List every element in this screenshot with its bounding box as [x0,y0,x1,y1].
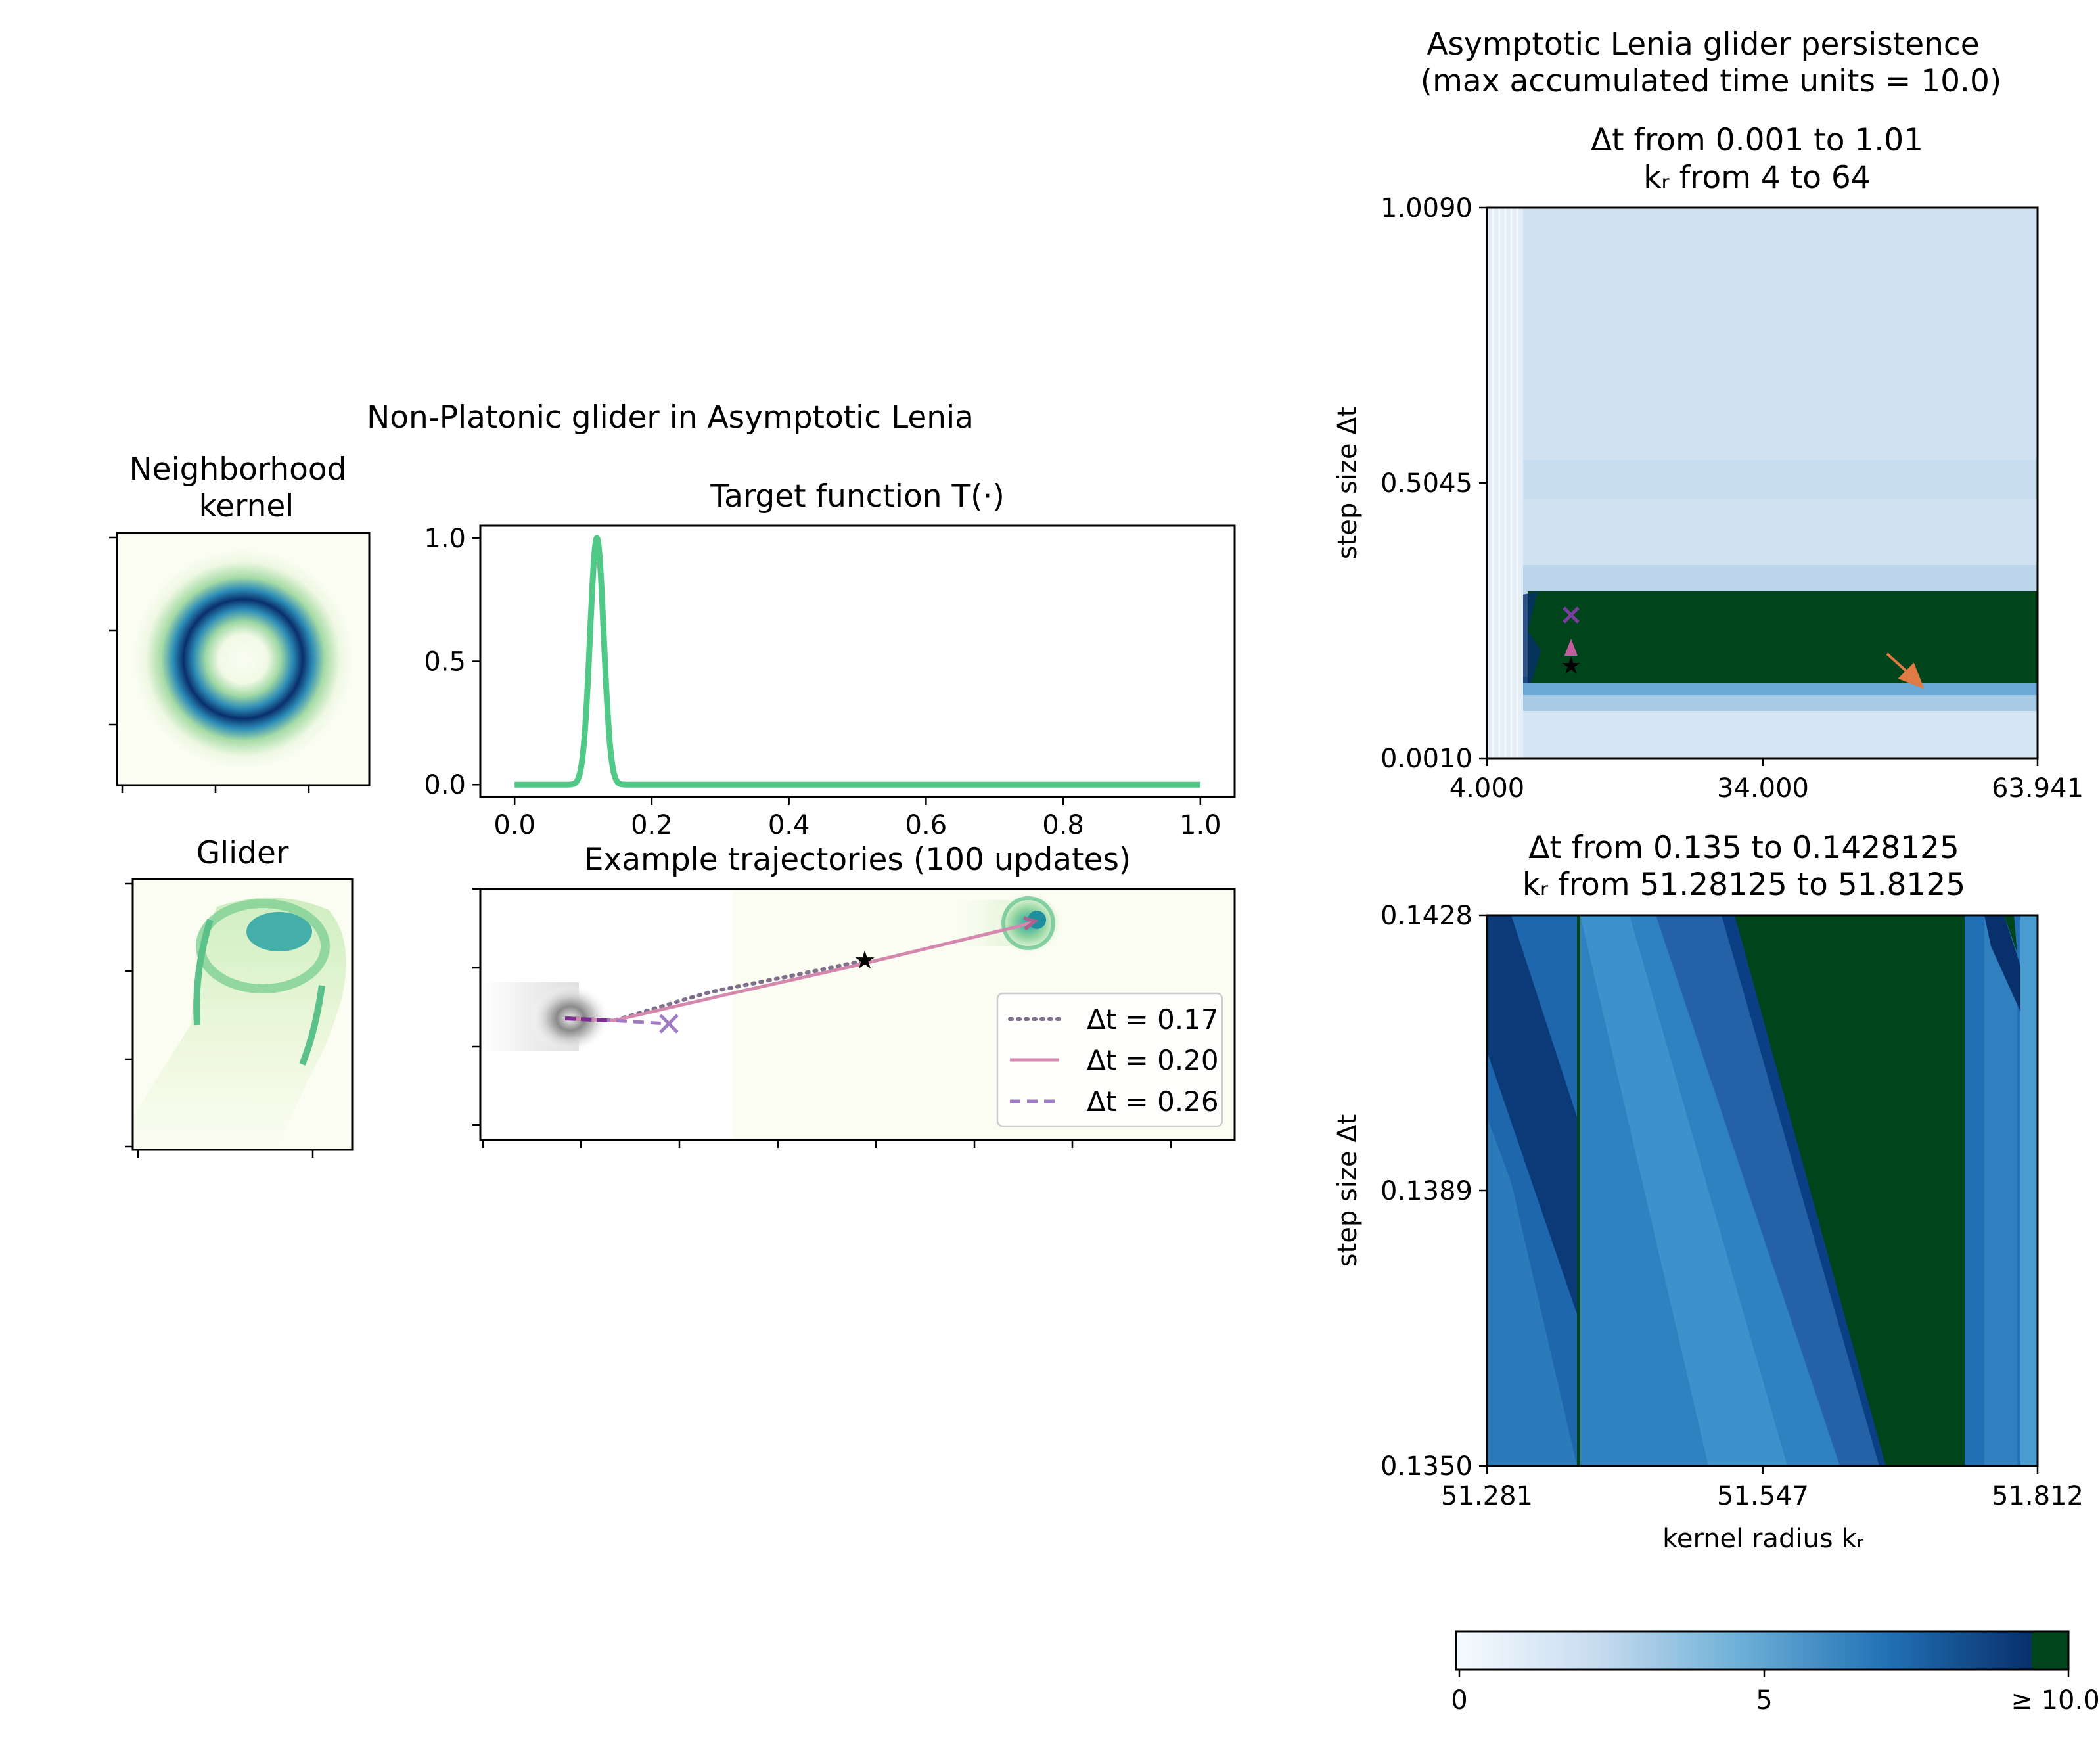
green-glider-ring [1001,896,1055,950]
legend-label-020: Δt = 0.20 [1087,1044,1219,1076]
top-heatmap-ylabel: step size Δt [1333,407,1363,560]
top-x-tick-2: 63.941 [1992,773,2084,804]
trajectory-end-arrow [1023,916,1039,930]
kernel-title-line1: Neighborhood [129,451,347,488]
trajectories-frame [479,888,1236,1141]
colorbar-gradient [1456,1631,2032,1670]
bottom-heatmap-title-line1: Δt from 0.135 to 0.1428125 [1528,830,1959,866]
top-heatmap-title-line1: Δt from 0.001 to 1.01 [1591,122,1923,158]
bottom-x-tick-0: 51.281 [1441,1481,1533,1511]
target-y-tick-label: 0.5 [424,647,466,677]
top-x-tick-1: 34.000 [1717,773,1809,804]
bottom-heatmap-ylabel: step size Δt [1333,1114,1363,1267]
glider-ticks [125,882,314,1158]
kernel-ring-image [133,549,354,769]
top-heatmap-title-line2: kᵣ from 4 to 64 [1643,160,1870,196]
glider-panel: Glider [125,835,354,1158]
top-heatmap-image [1487,208,2038,758]
bottom-heatmap-image [1487,915,2038,1466]
right-suptitle-line2: (max accumulated time units = 10.0) [1421,63,2001,99]
kernel-ticks [109,536,310,793]
target-x-ticks: 0.0 0.2 0.4 0.6 0.8 1.0 [493,797,1221,840]
top-heatmap-panel: Δt from 0.001 to 1.01 kᵣ from 4 to 64 [1333,122,2084,804]
bottom-heatmap-title-line2: kᵣ from 51.28125 to 51.8125 [1522,867,1965,903]
top-heatmap-star-marker: ★ [1561,652,1582,679]
glider-image [133,898,346,1150]
colorbar-tick-1: 5 [1756,1685,1772,1716]
top-y-tick-1: 0.5045 [1381,468,1472,499]
target-x-tick-label: 0.4 [768,810,810,840]
target-y-tick-label: 1.0 [424,524,466,554]
colorbar-tick-0: 0 [1451,1685,1467,1716]
legend-label-017: Δt = 0.17 [1087,1003,1219,1036]
target-curve [512,535,1203,788]
top-heatmap-orange-arrow [1886,652,1925,689]
trajectories-title: Example trajectories (100 updates) [584,842,1131,878]
trajectory-dt-026-overlay [564,1016,608,1022]
top-heatmap-ticks [1479,206,2039,766]
target-x-tick-label: 0.2 [631,810,673,840]
colorbar-frame [1455,1630,2070,1671]
colorbar-max-segment [2032,1631,2068,1670]
kernel-frame [116,532,371,786]
target-y-tick-label: 0.0 [424,770,466,800]
top-x-tick-0: 4.000 [1449,773,1525,804]
kernel-title-line2: kernel [199,488,294,524]
legend-label-026: Δt = 0.26 [1087,1085,1219,1118]
trajectory-end-x [659,1014,679,1034]
glider-frame [131,878,354,1151]
bottom-y-tick-2: 0.1428 [1381,901,1472,931]
bottom-heatmap-xlabel: kernel radius kᵣ [1662,1524,1863,1554]
target-x-tick-label: 1.0 [1179,810,1221,840]
target-x-tick-label: 0.0 [493,810,536,840]
target-title: Target function T(·) [710,478,1005,514]
trajectories-panel: Example trajectories (100 updates) ★ [472,842,1236,1148]
target-x-tick-label: 0.8 [1042,810,1084,840]
bottom-heatmap-ticks [1479,914,2039,1474]
bottom-x-tick-1: 51.547 [1717,1481,1809,1511]
right-suptitle-line1: Asymptotic Lenia glider persistence [1427,26,1979,62]
trajectories-legend: Δt = 0.17 Δt = 0.20 Δt = 0.26 [996,992,1223,1127]
glider-title: Glider [196,835,289,871]
target-y-ticks: 0.0 0.5 1.0 [424,524,480,800]
trajectory-end-star: ★ [854,945,876,974]
target-panel: Target function T(·) 0.0 0.2 0.4 0.6 0.8 1.0 … [424,478,1236,840]
top-heatmap-arrow-marker [1564,639,1578,656]
bottom-heatmap-panel: Δt from 0.135 to 0.1428125 kᵣ from 51.28… [1333,830,2084,1554]
top-y-tick-2: 1.0090 [1381,193,1472,223]
top-heatmap-x-marker [1563,606,1580,624]
top-y-tick-0: 0.0010 [1381,744,1472,774]
colorbar-ticks [1458,1670,2070,1677]
bottom-y-tick-1: 0.1389 [1381,1176,1472,1206]
target-x-tick-label: 0.6 [905,810,947,840]
bottom-x-tick-2: 51.812 [1992,1481,2084,1511]
colorbar: 0 5 ≥ 10.0 [1451,1630,2100,1716]
bottom-y-tick-0: 0.1350 [1381,1451,1472,1482]
colorbar-tick-2: ≥ 10.0 [2011,1685,2099,1716]
legend-box [996,992,1223,1127]
kernel-panel: Neighborhood kernel [109,451,371,793]
trajectories-ticks [472,888,1172,1148]
left-suptitle: Non-Platonic glider in Asymptotic Lenia [367,399,974,436]
